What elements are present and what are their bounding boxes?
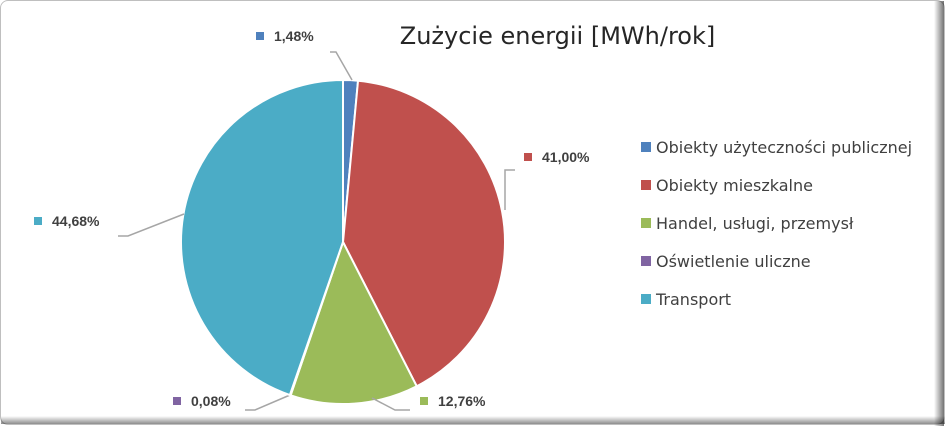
data-label-obiekty-uzytecznosci-publicznej: 1,48%	[256, 28, 314, 44]
legend-label: Obiekty użyteczności publicznej	[656, 137, 913, 157]
leader-line-oswietlenie-uliczne	[245, 394, 291, 411]
pie-slice-transport	[180, 78, 344, 397]
data-label-swatch	[173, 397, 181, 405]
frame-shadow-bottom	[1, 416, 945, 424]
data-label-transport: 44,68%	[34, 213, 99, 229]
data-label-text: 41,00%	[542, 149, 590, 165]
data-label-text: 12,76%	[438, 393, 486, 409]
leader-line-obiekty-mieszkalne	[504, 169, 515, 210]
legend-item-transport: Transport	[641, 280, 912, 318]
pie-slice-obiekty-mieszkalne	[341, 79, 506, 388]
legend-item-obiekty-mieszkalne: Obiekty mieszkalne	[641, 166, 912, 204]
legend-swatch	[641, 142, 651, 152]
legend-swatch	[641, 256, 651, 266]
legend-swatch	[641, 218, 651, 228]
data-label-text: 1,48%	[274, 28, 314, 44]
data-label-swatch	[34, 217, 42, 225]
data-label-text: 0,08%	[191, 393, 231, 409]
legend-item-oswietlenie-uliczne: Oświetlenie uliczne	[641, 242, 912, 280]
legend-label: Transport	[656, 289, 732, 309]
data-label-swatch	[256, 32, 264, 40]
legend-label: Oświetlenie uliczne	[656, 251, 811, 271]
legend-item-handel-uslugi-przemysl: Handel, usługi, przemysł	[641, 204, 912, 242]
chart-legend: Obiekty użyteczności publicznej Obiekty m…	[641, 128, 912, 318]
data-label-handel-uslugi-przemysl: 12,76%	[420, 393, 485, 409]
data-label-swatch	[524, 153, 532, 161]
legend-swatch	[641, 180, 651, 190]
leader-line-obiekty-uzytecznosci-publicznej	[330, 51, 353, 81]
legend-item-obiekty-uzytecznosci-publicznej: Obiekty użyteczności publicznej	[641, 128, 912, 166]
data-label-oswietlenie-uliczne: 0,08%	[173, 393, 231, 409]
data-label-swatch	[420, 397, 428, 405]
frame-shadow-right	[934, 1, 944, 426]
data-label-obiekty-mieszkalne: 41,00%	[524, 149, 589, 165]
leader-line-transport	[118, 213, 185, 237]
legend-label: Handel, usługi, przemysł	[656, 213, 854, 233]
legend-swatch	[641, 294, 651, 304]
pie-slice-handel-uslugi-przemysl	[289, 239, 419, 405]
chart-title: Zużycie energii [MWh/rok]	[399, 22, 716, 50]
data-label-text: 44,68%	[52, 213, 100, 229]
legend-label: Obiekty mieszkalne	[656, 175, 813, 195]
leader-line-handel-uslugi-przemysl	[371, 397, 410, 411]
